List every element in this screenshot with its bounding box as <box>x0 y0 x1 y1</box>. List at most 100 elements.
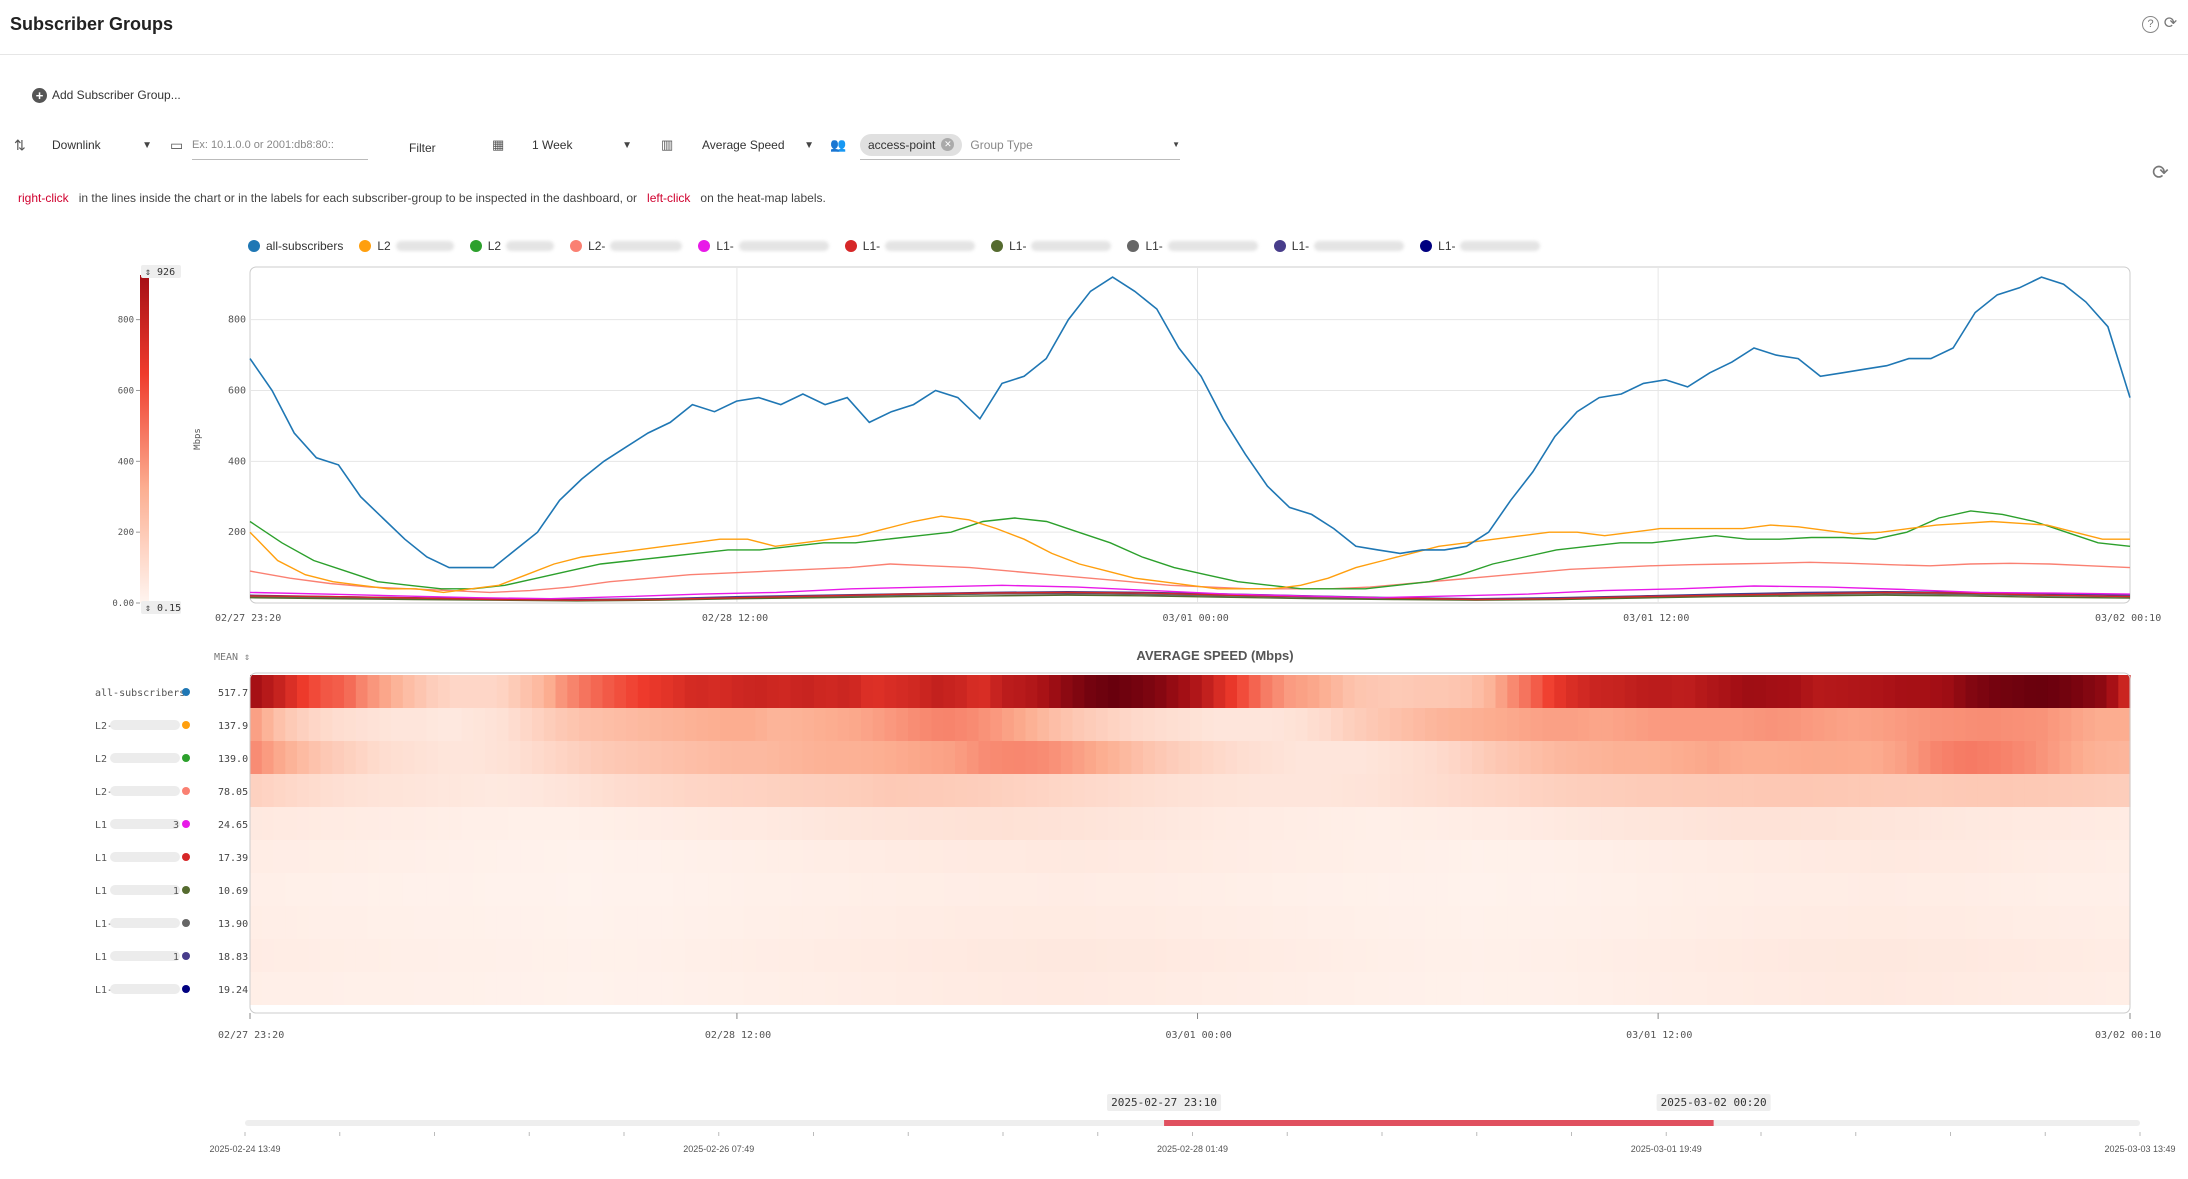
heatmap-cell <box>1930 873 1943 906</box>
filter-button[interactable]: Filter <box>409 133 436 163</box>
heatmap-cell <box>778 708 792 741</box>
heatmap-cell <box>1319 840 1332 873</box>
heatmap-cell <box>1895 906 1908 939</box>
refresh-icon[interactable]: ⟳ <box>2163 15 2178 32</box>
add-subscriber-group-label: Add Subscriber Group... <box>52 88 181 102</box>
heatmap-cell <box>1519 675 1532 708</box>
heatmap-cell <box>1613 675 1626 708</box>
heatmap-row-label[interactable]: L2 <box>95 753 190 765</box>
heatmap-cell <box>320 741 333 774</box>
heatmap-cell <box>438 972 451 1005</box>
heatmap-cell <box>1448 939 1461 972</box>
heatmap-cell <box>473 840 486 873</box>
heatmap-cell <box>1002 741 1015 774</box>
heatmap-cell <box>532 774 545 807</box>
heatmap-row-label[interactable]: L1 <box>95 852 190 864</box>
legend-dot <box>1420 240 1433 252</box>
heatmap-cell <box>1683 939 1696 972</box>
heatmap-cell <box>814 906 827 939</box>
heatmap-cell <box>590 675 604 708</box>
period-select[interactable]: 1 Week ▼ <box>532 130 632 160</box>
heatmap-cell <box>273 774 286 807</box>
direction-select[interactable]: Downlink ▼ <box>52 130 152 160</box>
group-type-chip[interactable]: access-point ✕ <box>860 133 963 156</box>
heatmap-cell <box>872 774 886 807</box>
heatmap-cell <box>814 675 827 708</box>
heatmap-cell <box>1143 807 1156 840</box>
heatmap-chart[interactable]: MEAN ⇕ AVERAGE SPEED (Mbps)all-subscriber… <box>0 645 2188 1045</box>
heatmap-cell <box>1895 939 1908 972</box>
question-circle-icon[interactable]: ? <box>2142 16 2159 33</box>
heatmap-cell <box>520 840 533 873</box>
heatmap-cell <box>1554 741 1567 774</box>
heatmap-cell <box>1096 807 1109 840</box>
heatmap-cell <box>567 741 580 774</box>
heatmap-row-label[interactable]: L1 1 <box>95 885 190 897</box>
range-end-label: 2025-03-02 00:20 <box>1661 1096 1767 1109</box>
heatmap-cell <box>1589 708 1602 741</box>
heatmap-row-label[interactable]: L2- <box>95 720 190 732</box>
heatmap-cell <box>308 807 322 840</box>
chart-refresh-icon[interactable]: ⟳ <box>2152 162 2169 184</box>
heatmap-row-label[interactable]: L2- <box>95 786 190 798</box>
heatmap-row-label[interactable]: L1- <box>95 984 190 996</box>
heatmap-cell <box>626 972 639 1005</box>
close-icon[interactable]: ✕ <box>941 138 955 151</box>
x-tick-label: 03/02 00:10 <box>2095 613 2161 624</box>
legend-item[interactable]: L2 <box>469 239 555 253</box>
legend-item[interactable]: L2 <box>359 239 454 253</box>
heatmap-row-label[interactable]: L1 1 <box>95 951 190 963</box>
heatmap-cell <box>1237 939 1250 972</box>
legend-item[interactable]: L2- <box>570 239 683 253</box>
heatmap-cell <box>966 708 980 741</box>
heatmap-cell <box>579 741 592 774</box>
heatmap-cell <box>1812 906 1826 939</box>
heatmap-cell <box>461 807 474 840</box>
line-chart[interactable]: ⇕ 926⇕ 0.150.00200400600800Mbps200400600… <box>0 260 2188 630</box>
heatmap-cell <box>1636 939 1649 972</box>
heatmap-cell <box>872 840 886 873</box>
time-range-selector[interactable]: 2025-02-27 23:10 2025-03-02 00:202025-02-… <box>0 1080 2188 1179</box>
heatmap-cell <box>1131 906 1144 939</box>
heatmap-row-label[interactable]: L1- <box>95 918 190 930</box>
heatmap-cell <box>884 873 897 906</box>
ip-filter-input[interactable]: Ex: 10.1.0.0 or 2001:db8:80:: <box>192 130 368 160</box>
heatmap-cell <box>1577 939 1591 972</box>
group-type-select[interactable]: access-point ✕ Group Type ▼ <box>860 130 1180 160</box>
heatmap-row-label[interactable]: L1 3 <box>95 819 190 831</box>
heatmap-cell <box>1190 675 1203 708</box>
legend-item[interactable]: L1- <box>991 239 1112 253</box>
heatmap-cell <box>1989 972 2002 1005</box>
heatmap-cell <box>1049 774 1062 807</box>
heatmap-cell <box>1425 774 1438 807</box>
heatmap-cell <box>1237 741 1250 774</box>
heatmap-cell <box>496 741 510 774</box>
heatmap-cell <box>1049 939 1062 972</box>
legend-item[interactable]: L1- <box>698 239 829 253</box>
heatmap-cell <box>767 939 780 972</box>
heatmap-cell <box>1942 939 1955 972</box>
x-tick-label: 03/01 00:00 <box>1166 1030 1232 1041</box>
add-subscriber-group-button[interactable]: + Add Subscriber Group... <box>32 85 181 105</box>
heatmap-cell <box>1707 939 1720 972</box>
heatmap-cell <box>896 741 909 774</box>
legend-item[interactable]: L1- <box>1127 239 1258 253</box>
heatmap-cell <box>1260 708 1273 741</box>
legend-item[interactable]: L1- <box>844 239 976 253</box>
heatmap-cell <box>543 807 557 840</box>
heatmap-cell <box>1989 906 2002 939</box>
heatmap-cell <box>1460 906 1473 939</box>
legend-item[interactable]: L1- <box>1420 239 1541 253</box>
legend-item[interactable]: L1- <box>1273 239 1405 253</box>
heatmap-row-label[interactable]: all-subscribers <box>95 688 190 699</box>
heatmap-cell <box>461 939 474 972</box>
metric-select[interactable]: Average Speed ▼ <box>702 130 814 160</box>
heatmap-cell <box>1495 741 1508 774</box>
heatmap-cell <box>1319 906 1332 939</box>
heatmap-cell <box>673 774 686 807</box>
heatmap-cell <box>1472 972 1485 1005</box>
legend-item[interactable]: all-subscribers <box>248 239 343 253</box>
heatmap-cell <box>2059 873 2072 906</box>
chevron-down-icon: ▼ <box>142 139 152 151</box>
heatmap-cell <box>1636 774 1649 807</box>
